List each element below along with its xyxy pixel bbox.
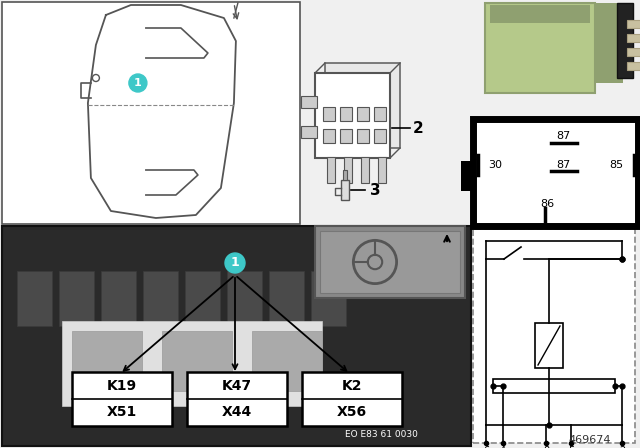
Bar <box>617 3 633 78</box>
Text: 4: 4 <box>500 446 506 448</box>
Bar <box>627 62 640 70</box>
Bar <box>252 331 322 391</box>
Bar <box>269 271 304 326</box>
Bar <box>72 372 172 426</box>
Text: 1: 1 <box>134 78 142 88</box>
Bar <box>595 3 623 83</box>
Bar <box>315 226 465 298</box>
Text: 85: 85 <box>609 160 623 170</box>
Bar <box>627 48 640 56</box>
Text: X51: X51 <box>107 405 137 419</box>
Bar <box>627 34 640 42</box>
Circle shape <box>225 253 245 273</box>
Text: K19: K19 <box>107 379 137 392</box>
Bar <box>357 107 369 121</box>
Text: 2: 2 <box>413 121 424 135</box>
Bar <box>2 226 471 446</box>
Bar <box>493 379 615 393</box>
Bar <box>340 129 352 143</box>
Text: 469674: 469674 <box>569 435 611 445</box>
Text: 6: 6 <box>483 446 489 448</box>
Text: X44: X44 <box>222 405 252 419</box>
Bar <box>461 161 475 191</box>
Bar <box>627 20 640 28</box>
Bar <box>185 271 220 326</box>
Bar <box>59 271 94 326</box>
Bar <box>361 157 369 183</box>
Bar <box>143 271 178 326</box>
Text: K2: K2 <box>342 379 362 392</box>
Bar <box>327 157 335 183</box>
Text: X56: X56 <box>337 405 367 419</box>
Bar <box>2 2 300 224</box>
Bar <box>101 271 136 326</box>
Bar <box>325 63 400 148</box>
Bar <box>490 5 590 23</box>
Text: 87: 87 <box>556 131 570 141</box>
Bar <box>374 129 386 143</box>
Bar <box>341 180 349 200</box>
Bar <box>311 271 346 326</box>
Bar <box>17 271 52 326</box>
Bar <box>473 119 638 226</box>
Text: 2: 2 <box>619 446 625 448</box>
Bar <box>378 157 386 183</box>
Bar <box>485 3 595 93</box>
Bar <box>72 331 142 391</box>
Text: 87: 87 <box>556 160 570 170</box>
Text: 86: 86 <box>540 199 554 209</box>
Bar <box>343 170 347 180</box>
Bar <box>302 372 402 426</box>
Text: 1: 1 <box>230 257 239 270</box>
Bar <box>301 126 317 138</box>
Bar <box>323 107 335 121</box>
Bar <box>320 231 460 293</box>
Bar <box>301 96 317 108</box>
Bar <box>340 107 352 121</box>
Text: 5: 5 <box>568 446 574 448</box>
Bar <box>162 331 232 391</box>
Bar <box>315 73 390 158</box>
Text: EO E83 61 0030: EO E83 61 0030 <box>344 430 417 439</box>
Bar <box>227 271 262 326</box>
Text: 3: 3 <box>370 182 380 198</box>
Bar <box>357 129 369 143</box>
Text: 30: 30 <box>488 160 502 170</box>
Bar <box>473 229 635 443</box>
Text: 8: 8 <box>543 446 549 448</box>
Bar <box>344 157 352 183</box>
Bar <box>62 321 322 406</box>
Bar <box>187 372 287 426</box>
Text: K47: K47 <box>222 379 252 392</box>
Circle shape <box>129 74 147 92</box>
Bar <box>323 129 335 143</box>
Bar <box>374 107 386 121</box>
Bar <box>636 161 640 191</box>
Bar <box>535 323 563 368</box>
